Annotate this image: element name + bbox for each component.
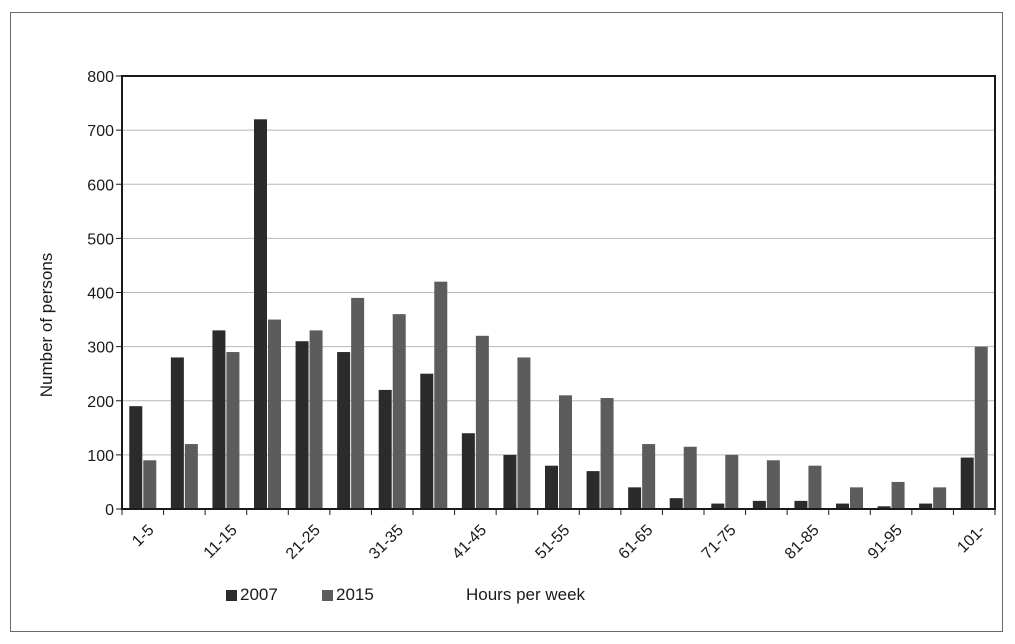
bar-2015-36-40 <box>434 281 448 509</box>
bar-2007-6-10 <box>170 357 184 509</box>
chart-frame <box>10 12 1003 632</box>
bar-2007-16-20 <box>254 119 267 510</box>
x-tick-label: 81-85 <box>782 522 823 563</box>
bar-2007-36-40 <box>420 373 434 509</box>
bar-2015-16-20 <box>268 319 281 509</box>
bar-2015-86-90 <box>850 487 863 509</box>
legend-label-2015: 2015 <box>336 585 374 604</box>
bar-2015-91-95 <box>891 481 905 509</box>
bar-2007-76-80 <box>752 500 766 509</box>
grid-lines <box>122 75 995 510</box>
bar-2007-91-95 <box>877 506 891 509</box>
bar-2015-101- <box>974 346 988 509</box>
y-tick-label: 400 <box>87 286 114 303</box>
bar-2015-81-85 <box>808 465 822 509</box>
x-axis-title: Hours per week <box>466 585 586 604</box>
bar-2007-1-5 <box>129 406 143 509</box>
y-tick-label: 500 <box>87 231 114 248</box>
bar-2007-56-60 <box>586 471 600 509</box>
bar-2007-86-90 <box>836 503 849 509</box>
bar-2015-1-5 <box>143 460 157 509</box>
x-tick-label: 41-45 <box>449 522 490 563</box>
bar-2015-96-100 <box>933 487 947 509</box>
plot-area-border <box>121 75 996 510</box>
bar-2015-11-15 <box>226 352 240 509</box>
bar-2015-71-75 <box>725 454 739 509</box>
bar-2007-21-25 <box>295 341 309 509</box>
bar-2015-76-80 <box>766 460 780 509</box>
y-tick-label: 0 <box>105 502 114 519</box>
y-axis-title: Number of persons <box>37 253 56 398</box>
y-tick-label: 700 <box>87 123 114 140</box>
x-axis: 1-5 11-15 21-25 31-35 41-45 51-55 61-65 71-75 81… <box>121 509 996 563</box>
bar-2007-31-35 <box>378 389 392 509</box>
bar-2007-11-15 <box>212 330 226 509</box>
x-tick-label: 21-25 <box>283 522 324 563</box>
y-tick-label: 800 <box>87 69 114 86</box>
y-tick-label: 100 <box>87 448 114 465</box>
y-tick-label: 300 <box>87 340 114 357</box>
bar-2007-81-85 <box>794 500 808 509</box>
bar-2007-96-100 <box>919 503 933 509</box>
bar-2015-61-65 <box>642 444 656 509</box>
x-tick-label: 91-95 <box>865 522 906 563</box>
bars-layer <box>129 119 988 510</box>
bar-2007-26-30 <box>337 352 351 509</box>
bar-2015-21-25 <box>309 330 323 509</box>
bar-2015-41-45 <box>475 335 489 509</box>
x-tick-label: 61-65 <box>616 522 657 563</box>
bar-2015-26-30 <box>351 297 365 509</box>
x-tick-label: 11-15 <box>201 522 241 562</box>
bar-2007-46-50 <box>503 454 517 509</box>
y-tick-label: 600 <box>87 177 114 194</box>
bar-2007-66-70 <box>669 498 683 509</box>
x-tick-label: 51-55 <box>532 522 573 563</box>
legend-swatch-2007 <box>226 590 237 601</box>
legend-label-2007: 2007 <box>240 585 278 604</box>
bar-2015-51-55 <box>559 395 572 509</box>
y-axis: 0 100 200 300 400 500 600 700 800 <box>87 69 122 519</box>
bar-2007-51-55 <box>545 465 558 509</box>
x-tick-label: 101- <box>954 522 989 557</box>
bar-2007-61-65 <box>628 487 642 509</box>
bar-2007-101- <box>960 457 974 509</box>
y-tick-label: 200 <box>87 394 114 411</box>
bar-2015-46-50 <box>517 357 531 509</box>
bar-2015-6-10 <box>184 444 198 509</box>
bar-2007-41-45 <box>461 433 475 509</box>
bar-2015-66-70 <box>683 446 697 509</box>
x-tick-label: 1-5 <box>129 522 157 550</box>
bar-2015-56-60 <box>600 398 614 509</box>
legend: 2007 2015 <box>226 585 374 604</box>
bar-2007-71-75 <box>711 503 725 509</box>
legend-swatch-2015 <box>322 590 333 601</box>
x-tick-label: 31-35 <box>366 522 407 563</box>
x-tick-label: 71-75 <box>699 522 740 563</box>
bar-2015-31-35 <box>392 314 406 509</box>
